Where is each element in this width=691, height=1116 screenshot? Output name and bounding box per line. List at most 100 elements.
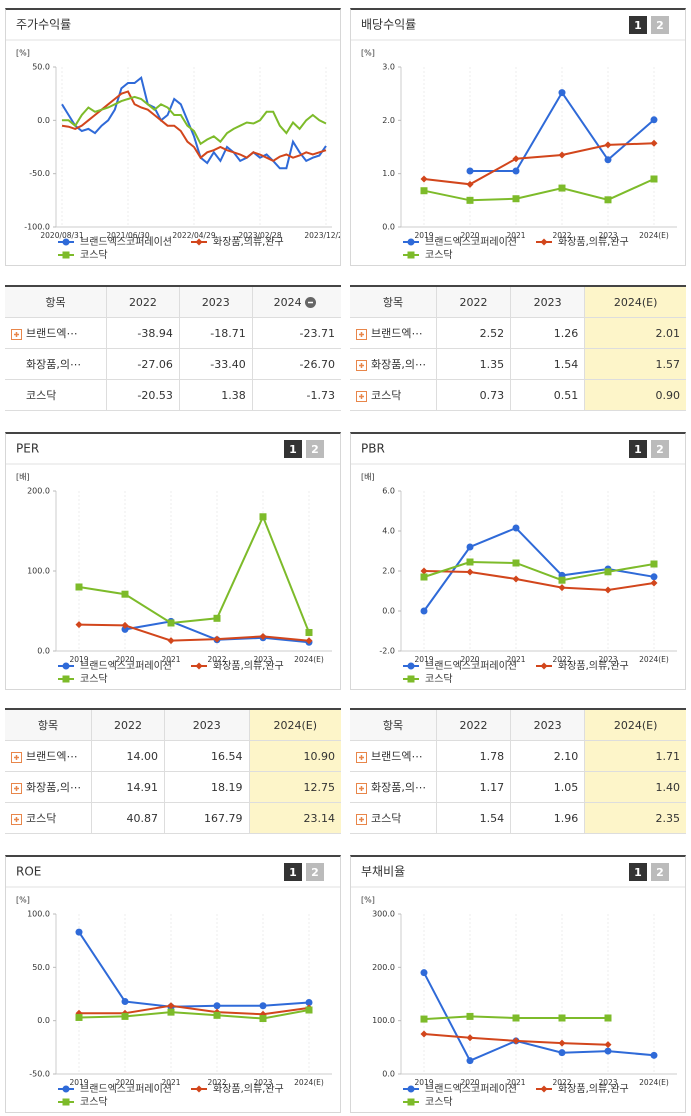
- marker: [195, 238, 203, 246]
- x-tick-label: 2020: [460, 1078, 479, 1087]
- tab-button-label[interactable]: 1: [634, 866, 642, 879]
- marker: [512, 575, 520, 583]
- marker: [62, 675, 70, 683]
- tab-button-label[interactable]: 1: [634, 443, 642, 456]
- marker: [305, 637, 313, 645]
- tab-button[interactable]: 2: [651, 16, 669, 34]
- y-tick-label: 0.0: [37, 116, 50, 125]
- x-tick-label: 2023: [598, 655, 617, 664]
- value-cell: 23.14: [248, 802, 341, 834]
- marker: [540, 1085, 548, 1093]
- marker: [650, 139, 658, 147]
- tab-button-bg: [651, 863, 669, 881]
- header-cell: 항목: [350, 286, 437, 318]
- collapse-icon[interactable]: [305, 297, 317, 308]
- legend-label: 브랜드엑스코퍼레이션: [425, 660, 517, 672]
- tab-button-label[interactable]: 2: [656, 866, 664, 879]
- x-tick-label: 2020: [460, 231, 479, 240]
- cell-value: 23.14: [303, 811, 336, 825]
- chart-title: 주가수익률: [16, 18, 71, 32]
- cell-value: 10.90: [303, 749, 336, 763]
- unit-label: [배]: [16, 473, 30, 482]
- table-row: 코스닥 1.54 1.96 2.35: [350, 802, 686, 834]
- x-tick-label: 2021: [506, 1078, 525, 1087]
- y-tick-label: 0.0: [37, 1016, 50, 1025]
- series-line: [423, 142, 655, 186]
- series-line: [78, 514, 310, 633]
- cell-value: -1.73: [306, 388, 335, 402]
- expand-icon[interactable]: [11, 782, 22, 794]
- tab-button[interactable]: 2: [651, 863, 669, 881]
- marker: [420, 175, 428, 183]
- row-label: 화장품,의⋯: [350, 348, 437, 380]
- marker: [420, 573, 428, 581]
- x-tick-label: 2022: [207, 655, 226, 664]
- chart-title: PBR: [361, 442, 385, 456]
- row-name: 화장품,의⋯: [26, 358, 81, 371]
- expand-icon[interactable]: [356, 782, 367, 794]
- tab-button-label[interactable]: 1: [634, 19, 642, 32]
- tab-button[interactable]: 2: [306, 863, 324, 881]
- tab-button-label[interactable]: 1: [289, 866, 297, 879]
- tab-button[interactable]: 2: [306, 440, 324, 458]
- expand-icon[interactable]: [356, 328, 367, 340]
- header-text: 2024(E): [613, 295, 658, 309]
- expand-icon[interactable]: [11, 813, 22, 825]
- marker: [407, 238, 415, 246]
- header-cell: 2023: [164, 709, 250, 741]
- cell-value: -38.94: [137, 326, 173, 340]
- header-cell: 2024: [251, 286, 341, 318]
- table-row: 화장품,의⋯ -27.06 -33.40 -26.70: [5, 348, 341, 380]
- marker: [604, 156, 612, 164]
- x-tick-label: 2022: [552, 1078, 571, 1087]
- legend-label: 화장품,의류,완구: [558, 236, 629, 248]
- marker: [512, 167, 520, 175]
- tab-button[interactable]: 1: [629, 440, 647, 458]
- tab-button[interactable]: 2: [651, 440, 669, 458]
- marker: [213, 635, 221, 643]
- expand-icon[interactable]: [11, 751, 22, 763]
- tab-button-bg: [306, 440, 324, 458]
- tab-button-label[interactable]: 2: [311, 866, 319, 879]
- marker: [62, 1085, 70, 1093]
- value-cell: 1.54: [510, 348, 585, 380]
- header-text: 2022: [459, 295, 488, 309]
- cell-value: 14.91: [126, 780, 159, 794]
- marker: [420, 1030, 428, 1038]
- tab-button[interactable]: 1: [629, 16, 647, 34]
- marker: [62, 662, 70, 670]
- tab-button-bg: [306, 863, 324, 881]
- tab-button-label[interactable]: 2: [656, 19, 664, 32]
- legend-item: 코스닥: [403, 249, 453, 261]
- expand-icon[interactable]: [11, 328, 22, 340]
- expand-icon[interactable]: [356, 751, 367, 763]
- tab-button[interactable]: 1: [629, 863, 647, 881]
- expand-icon[interactable]: [356, 390, 367, 402]
- value-cell: 0.51: [510, 379, 585, 411]
- value-cell: 1.54: [435, 802, 511, 834]
- marker: [75, 621, 83, 629]
- marker: [121, 997, 129, 1005]
- tab-button[interactable]: 1: [284, 863, 302, 881]
- header-cell: 2023: [510, 286, 585, 318]
- chart-panel: PER 1 2 [배] 0.0 100.0 200.0 2019 2020 2021 2022 202…: [5, 432, 341, 690]
- marker: [466, 1057, 474, 1065]
- marker: [512, 1014, 520, 1022]
- x-tick-label: 2023: [598, 231, 617, 240]
- tab-button-label[interactable]: 1: [289, 443, 297, 456]
- value-cell: 1.26: [510, 317, 585, 349]
- value-cell: 1.17: [435, 771, 511, 803]
- tab-button[interactable]: 1: [284, 440, 302, 458]
- header-cell: 2024(E): [248, 709, 341, 741]
- legend-label: 화장품,의류,완구: [558, 1083, 629, 1095]
- x-tick-label: 2020: [460, 655, 479, 664]
- expand-icon[interactable]: [356, 359, 367, 371]
- series-line: [62, 95, 327, 146]
- tab-button-label[interactable]: 2: [656, 443, 664, 456]
- marker: [466, 1012, 474, 1020]
- legend-item: 화장품,의류,완구: [536, 236, 629, 248]
- expand-icon[interactable]: [356, 813, 367, 825]
- x-tick-label: 2019: [414, 231, 433, 240]
- tab-button-label[interactable]: 2: [311, 443, 319, 456]
- legend-label: 브랜드엑스코퍼레이션: [425, 1083, 517, 1095]
